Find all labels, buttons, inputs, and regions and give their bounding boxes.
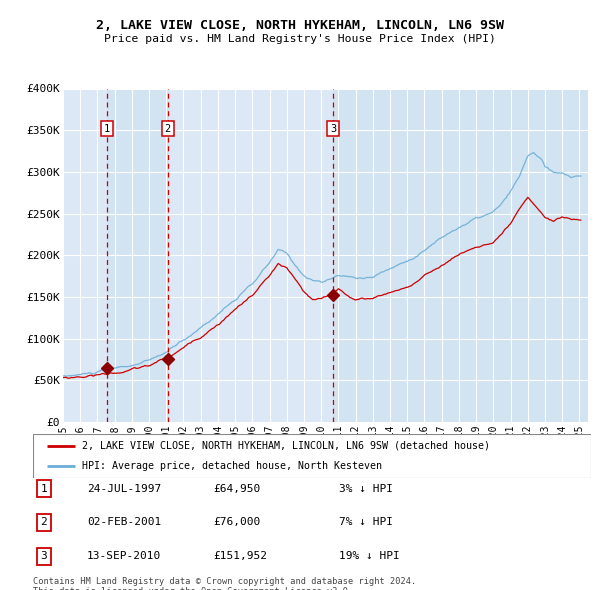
- Text: 7% ↓ HPI: 7% ↓ HPI: [339, 517, 393, 527]
- Text: Contains HM Land Registry data © Crown copyright and database right 2024.
This d: Contains HM Land Registry data © Crown c…: [33, 577, 416, 590]
- Text: £76,000: £76,000: [213, 517, 260, 527]
- Text: HPI: Average price, detached house, North Kesteven: HPI: Average price, detached house, Nort…: [82, 461, 382, 471]
- Text: 19% ↓ HPI: 19% ↓ HPI: [339, 552, 400, 561]
- Bar: [334, 88, 588, 422]
- Text: 13-SEP-2010: 13-SEP-2010: [87, 552, 161, 561]
- Text: Price paid vs. HM Land Registry's House Price Index (HPI): Price paid vs. HM Land Registry's House …: [104, 34, 496, 44]
- Text: 1: 1: [40, 484, 47, 493]
- Text: 1: 1: [104, 123, 110, 133]
- Text: 3: 3: [330, 123, 337, 133]
- Text: 3% ↓ HPI: 3% ↓ HPI: [339, 484, 393, 493]
- Text: 2: 2: [165, 123, 171, 133]
- Text: £64,950: £64,950: [213, 484, 260, 493]
- Bar: [107, 88, 168, 422]
- Text: 3: 3: [40, 552, 47, 561]
- Text: 2: 2: [40, 517, 47, 527]
- Text: 2, LAKE VIEW CLOSE, NORTH HYKEHAM, LINCOLN, LN6 9SW (detached house): 2, LAKE VIEW CLOSE, NORTH HYKEHAM, LINCO…: [82, 441, 490, 451]
- Text: 02-FEB-2001: 02-FEB-2001: [87, 517, 161, 527]
- Text: £151,952: £151,952: [213, 552, 267, 561]
- Text: 24-JUL-1997: 24-JUL-1997: [87, 484, 161, 493]
- Text: 2, LAKE VIEW CLOSE, NORTH HYKEHAM, LINCOLN, LN6 9SW: 2, LAKE VIEW CLOSE, NORTH HYKEHAM, LINCO…: [96, 19, 504, 32]
